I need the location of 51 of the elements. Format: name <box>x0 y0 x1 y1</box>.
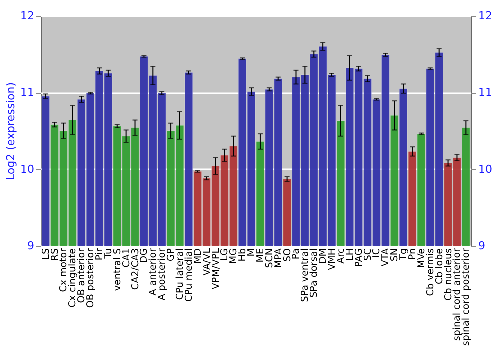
x-tick-label: VA/VL <box>202 248 213 276</box>
x-tick-label: Cb vermis <box>425 248 436 296</box>
x-tick-label: SPa dorsal <box>309 248 320 298</box>
x-tick-label: Pn <box>408 248 419 260</box>
x-tick-label: VMH <box>327 248 338 270</box>
y2-tick-label: 12 <box>478 10 492 22</box>
y-tick-label: 11 <box>20 86 34 100</box>
x-tick-label: Cb nucleus <box>443 248 454 301</box>
x-tick-label: CA2/CA3 <box>130 248 142 290</box>
x-tick-label: SN <box>390 248 401 262</box>
x-tick-label: ME <box>255 248 266 263</box>
y-tick-label: 12 <box>20 10 34 22</box>
x-tick-label: IC <box>372 248 383 258</box>
y2-tick-label: 11 <box>478 86 492 100</box>
x-tick-label: SC <box>362 248 374 262</box>
y-tick-label: 9 <box>28 240 34 252</box>
x-tick-label: Hb <box>238 248 249 262</box>
x-tick-label: OB posterior <box>86 248 97 308</box>
x-tick-label: GP <box>166 248 178 262</box>
x-tick-label: VPM/VPL <box>210 248 222 290</box>
x-tick-label: Pa <box>291 248 302 260</box>
x-tick-label: M <box>246 248 258 257</box>
x-tick-label: LG <box>220 248 231 262</box>
x-tick-label: ventral S <box>112 248 124 292</box>
x-tick-label: LH <box>344 248 356 261</box>
x-tick-label: RS <box>50 248 61 262</box>
x-tick-label: SO <box>282 248 294 262</box>
x-tick-label: MD <box>192 248 204 264</box>
x-tick-label: MVe <box>416 248 428 268</box>
x-tick-label: PAG <box>354 248 365 268</box>
y2-tick-label: 9 <box>478 240 486 252</box>
x-tick-label: DG <box>139 248 150 264</box>
y-axis-title: Log2 (expression) <box>4 82 18 181</box>
x-tick-label: spinal cord posterior <box>461 248 472 346</box>
x-tick-label: VTA <box>380 248 392 267</box>
x-tick-label: CA1 <box>121 248 132 268</box>
x-tick-label: DM <box>318 248 330 264</box>
x-tick-label: A posterior <box>157 248 168 301</box>
y2-tick-label: 10 <box>478 162 492 176</box>
x-tick-label: SCN <box>264 248 276 268</box>
x-tick-label: CPu lateral <box>174 248 186 300</box>
x-tick-label: MPA <box>273 248 284 268</box>
x-tick-label: Tu <box>103 248 114 260</box>
y-tick-label: 10 <box>20 162 34 176</box>
x-tick-label: Tg <box>398 248 410 262</box>
x-tick-label: Cx cingulate <box>68 248 79 308</box>
x-tick-label: Cb lobe <box>434 248 446 285</box>
x-tick-label: Arc <box>336 248 347 264</box>
x-tick-label: CPu medial <box>184 248 195 302</box>
x-tick-label: LS <box>40 248 52 260</box>
x-tick-label: Pir <box>94 248 106 261</box>
